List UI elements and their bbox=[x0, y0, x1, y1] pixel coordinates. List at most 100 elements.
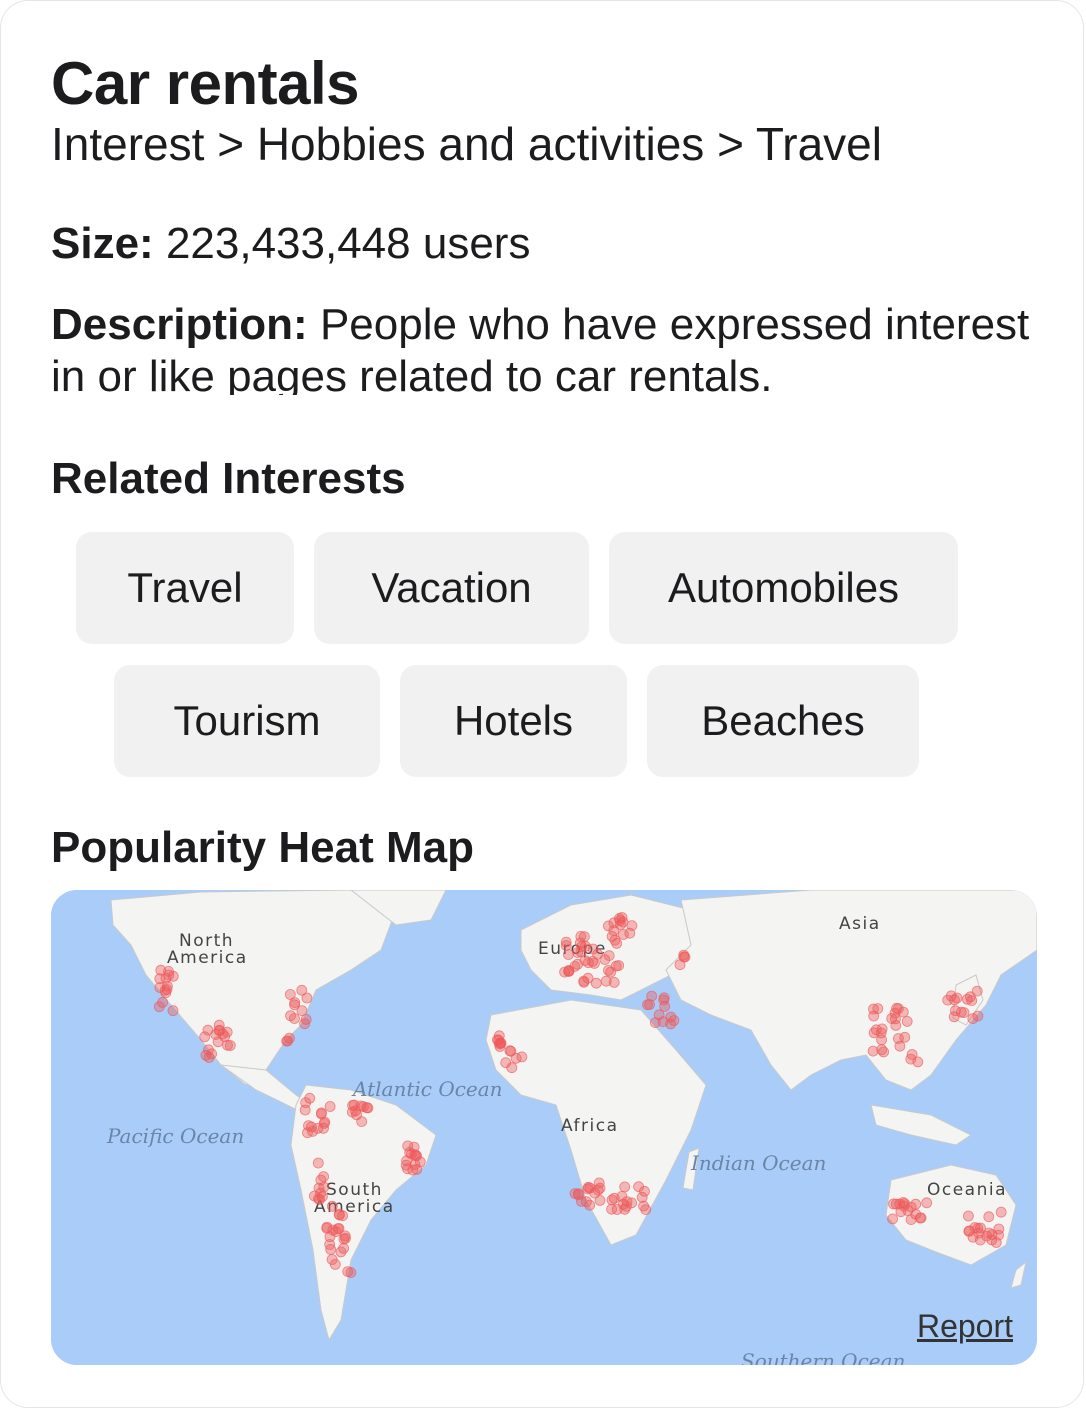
heat-dot bbox=[619, 1181, 631, 1193]
heat-dot bbox=[650, 1017, 661, 1029]
heat-dot bbox=[579, 931, 590, 942]
heat-dot bbox=[224, 1040, 236, 1051]
related-interest-chip[interactable]: Tourism bbox=[114, 665, 380, 777]
related-interest-chip[interactable]: Automobiles bbox=[609, 532, 958, 644]
heat-dot bbox=[963, 1210, 974, 1222]
related-interest-chip[interactable]: Beaches bbox=[647, 665, 919, 777]
heat-dot bbox=[222, 1039, 233, 1051]
heat-dot bbox=[605, 966, 616, 978]
map-label-indian-ocean: Indian Ocean bbox=[690, 1151, 826, 1175]
heat-dot bbox=[895, 1206, 907, 1218]
breadcrumb: Interest > Hobbies and activities > Trav… bbox=[51, 118, 882, 170]
heat-dot bbox=[617, 916, 629, 928]
heat-dot bbox=[608, 1192, 620, 1204]
related-interests-heading: Related Interests bbox=[51, 454, 406, 503]
heat-dot bbox=[890, 1019, 902, 1031]
heat-dot bbox=[618, 1198, 629, 1210]
heat-dot bbox=[611, 938, 623, 949]
related-interest-chip[interactable]: Travel bbox=[76, 532, 294, 644]
heat-dot bbox=[284, 989, 296, 1000]
map-label-asia: Asia bbox=[839, 914, 881, 934]
heat-dot bbox=[318, 1171, 330, 1183]
heat-dot bbox=[965, 991, 976, 1003]
heat-dot bbox=[325, 1243, 337, 1255]
heat-dot bbox=[626, 1197, 637, 1209]
landmasses bbox=[110, 890, 1037, 1342]
heat-dot bbox=[411, 1150, 423, 1162]
heat-dot bbox=[594, 1194, 606, 1206]
heat-dot bbox=[910, 1198, 922, 1210]
heat-dot bbox=[582, 1183, 594, 1195]
heat-dot bbox=[599, 954, 611, 965]
heat-dot bbox=[592, 948, 603, 960]
heat-dot bbox=[281, 1035, 293, 1047]
europe-land bbox=[520, 894, 702, 1001]
heat-dot bbox=[572, 958, 583, 970]
continent-labels: North America Europe Asia Africa South A… bbox=[167, 914, 1007, 1217]
heat-dot bbox=[312, 1157, 324, 1169]
heat-dot bbox=[569, 1188, 581, 1200]
related-interest-chip[interactable]: Hotels bbox=[400, 665, 627, 777]
heat-dot bbox=[868, 1027, 880, 1039]
description-value: People who have expressed interest in or… bbox=[51, 300, 1030, 395]
heat-dot bbox=[345, 1267, 357, 1278]
heat-dot bbox=[285, 1010, 296, 1022]
page-title: Car rentals bbox=[51, 50, 359, 117]
heat-dot bbox=[897, 1197, 909, 1208]
heat-dot bbox=[608, 977, 620, 988]
heat-dot bbox=[575, 946, 587, 958]
heat-dot bbox=[315, 1187, 327, 1199]
heat-dot bbox=[155, 964, 167, 976]
map-label-north-america-2: America bbox=[167, 948, 248, 968]
heat-dot bbox=[296, 984, 308, 996]
heat-dot bbox=[572, 1188, 584, 1200]
size-label: Size: bbox=[51, 219, 154, 268]
map-label-south-america-1: South bbox=[326, 1180, 383, 1200]
heat-dot bbox=[921, 1197, 933, 1209]
heat-dot bbox=[915, 1212, 927, 1224]
heat-dot bbox=[289, 997, 301, 1008]
world-map: North America Europe Asia Africa South A… bbox=[51, 890, 1037, 1365]
heat-dot bbox=[402, 1140, 414, 1152]
heat-dot bbox=[887, 1213, 898, 1225]
heat-dot bbox=[582, 972, 594, 984]
heat-dot bbox=[411, 1163, 423, 1175]
heat-dot bbox=[301, 992, 313, 1004]
map-label-north-america-1: North bbox=[179, 931, 234, 951]
heat-dot bbox=[326, 1200, 338, 1212]
new-zealand-land bbox=[1010, 1260, 1027, 1289]
heat-dot bbox=[950, 1005, 961, 1017]
heat-dot bbox=[338, 1242, 350, 1254]
heat-dot bbox=[348, 1099, 360, 1111]
heat-dot bbox=[574, 937, 586, 949]
heat-dot bbox=[974, 1234, 986, 1246]
heat-dot bbox=[563, 965, 575, 976]
popularity-heat-map[interactable]: North America Europe Asia Africa South A… bbox=[51, 890, 1037, 1365]
heat-dot bbox=[995, 1206, 1007, 1218]
report-link[interactable]: Report bbox=[916, 1308, 1013, 1344]
map-label-pacific-ocean: Pacific Ocean bbox=[106, 1124, 244, 1148]
heat-dot bbox=[624, 927, 636, 939]
heat-dot bbox=[958, 1007, 970, 1018]
heat-dot bbox=[906, 1049, 918, 1060]
heat-dot bbox=[888, 1198, 899, 1210]
greenland-land bbox=[350, 890, 447, 926]
heat-dot bbox=[867, 1045, 879, 1057]
heat-dot bbox=[154, 982, 166, 993]
heat-dot bbox=[494, 1041, 506, 1052]
map-label-south-america-2: America bbox=[314, 1197, 395, 1217]
heat-dot bbox=[358, 1101, 369, 1113]
description-row: Description: People who have expressed i… bbox=[51, 299, 1051, 395]
heat-dot bbox=[608, 917, 620, 929]
africa-land bbox=[485, 999, 707, 1246]
heat-dot bbox=[202, 1024, 214, 1036]
related-interest-chip[interactable]: Vacation bbox=[314, 532, 589, 644]
heat-dot bbox=[300, 1097, 312, 1109]
heat-dot bbox=[402, 1163, 413, 1175]
map-label-oceania: Oceania bbox=[927, 1180, 1007, 1200]
heat-dot bbox=[606, 1203, 617, 1215]
heat-dot bbox=[983, 1211, 995, 1223]
heat-dot bbox=[674, 959, 686, 971]
heat-dot bbox=[206, 1048, 218, 1060]
